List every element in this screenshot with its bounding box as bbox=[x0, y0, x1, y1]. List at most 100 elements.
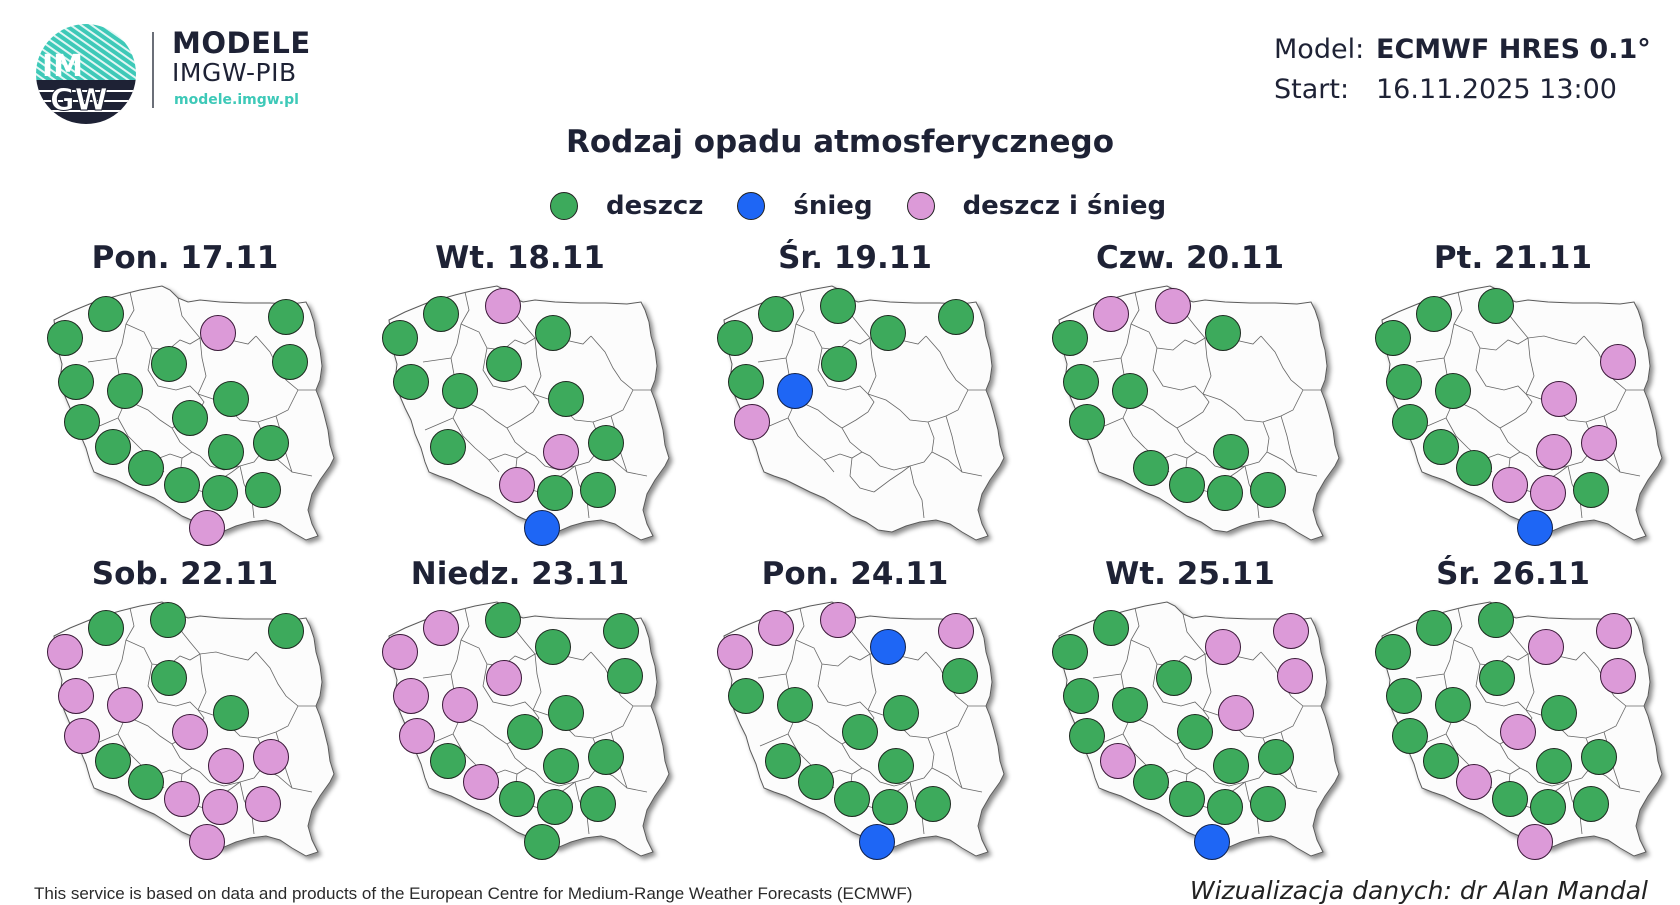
precip-snow-marker bbox=[859, 824, 895, 860]
precip-rain-marker bbox=[1250, 786, 1286, 822]
precip-rain-marker bbox=[1258, 739, 1294, 775]
precip-mix-marker bbox=[463, 764, 499, 800]
precip-rain-marker bbox=[1456, 450, 1492, 486]
precip-rain-marker bbox=[1156, 660, 1192, 696]
precip-rain-marker bbox=[535, 629, 571, 665]
precip-mix-marker bbox=[734, 404, 770, 440]
svg-text:IM: IM bbox=[42, 49, 83, 84]
precip-mix-marker bbox=[245, 786, 281, 822]
precip-rain-marker bbox=[1573, 472, 1609, 508]
brand-title: MODELE bbox=[172, 26, 311, 60]
precip-rain-marker bbox=[172, 400, 208, 436]
day-panel: Śr. 26.11 bbox=[1358, 556, 1680, 876]
precip-mix-marker bbox=[58, 678, 94, 714]
precip-rain-marker bbox=[1112, 373, 1148, 409]
precip-mix-marker bbox=[485, 288, 521, 324]
precip-rain-marker bbox=[1581, 739, 1617, 775]
precip-rain-marker bbox=[1386, 678, 1422, 714]
precip-mix-marker bbox=[189, 824, 225, 860]
poland-map bbox=[1058, 285, 1340, 541]
precip-rain-marker bbox=[1392, 718, 1428, 754]
precip-rain-marker bbox=[1386, 364, 1422, 400]
model-row: Model: ECMWF HRES 0.1° bbox=[1274, 30, 1651, 70]
precip-rain-marker bbox=[1133, 450, 1169, 486]
precip-rain-marker bbox=[382, 320, 418, 356]
precip-rain-marker bbox=[535, 315, 571, 351]
precip-mix-marker bbox=[543, 434, 579, 470]
precip-rain-marker bbox=[588, 425, 624, 461]
precip-rain-marker bbox=[603, 613, 639, 649]
precip-rain-marker bbox=[1069, 718, 1105, 754]
day-title: Wt. 18.11 bbox=[435, 240, 605, 276]
precip-rain-marker bbox=[58, 364, 94, 400]
precip-rain-marker bbox=[430, 743, 466, 779]
precip-rain-marker bbox=[870, 315, 906, 351]
precip-mix-marker bbox=[1541, 381, 1577, 417]
legend-mix-label: deszcz i śnieg bbox=[962, 191, 1167, 221]
precip-rain-marker bbox=[430, 429, 466, 465]
imgw-logo-icon: IM GW bbox=[36, 24, 136, 124]
precip-rain-marker bbox=[798, 764, 834, 800]
precip-mix-marker bbox=[1600, 658, 1636, 694]
day-panel: Czw. 20.11 bbox=[1035, 240, 1370, 560]
brand-url-link[interactable]: modele.imgw.pl bbox=[174, 92, 299, 108]
precip-mix-marker bbox=[64, 718, 100, 754]
precip-rain-marker bbox=[1478, 602, 1514, 638]
precip-rain-marker bbox=[1063, 364, 1099, 400]
precip-rain-marker bbox=[107, 373, 143, 409]
precip-rain-marker bbox=[423, 296, 459, 332]
model-value: ECMWF HRES 0.1° bbox=[1376, 34, 1651, 65]
precip-mix-marker bbox=[499, 467, 535, 503]
precip-mix-marker bbox=[1600, 344, 1636, 380]
precip-rain-marker bbox=[765, 743, 801, 779]
day-title: Śr. 26.11 bbox=[1436, 556, 1590, 592]
legend-snow-label: śnieg bbox=[793, 191, 873, 221]
precip-rain-marker bbox=[95, 429, 131, 465]
precip-rain-marker bbox=[1573, 786, 1609, 822]
precip-rain-marker bbox=[128, 764, 164, 800]
precip-rain-marker bbox=[1205, 315, 1241, 351]
precip-rain-marker bbox=[915, 786, 951, 822]
precip-mix-marker bbox=[1273, 613, 1309, 649]
precip-rain-marker bbox=[1207, 789, 1243, 825]
precip-rain-marker bbox=[1133, 764, 1169, 800]
chart-title: Rodzaj opadu atmosferycznego bbox=[566, 124, 1114, 160]
precip-mix-marker bbox=[164, 781, 200, 817]
precip-mix-marker bbox=[107, 687, 143, 723]
precip-mix-marker bbox=[442, 687, 478, 723]
precip-rain-marker bbox=[1416, 610, 1452, 646]
day-panel: Wt. 18.11 bbox=[365, 240, 700, 560]
precip-mix-marker bbox=[820, 602, 856, 638]
precip-rain-marker bbox=[1063, 678, 1099, 714]
precip-snow-marker bbox=[1194, 824, 1230, 860]
legend-mix-icon bbox=[906, 192, 935, 220]
precip-mix-marker bbox=[399, 718, 435, 754]
precip-rain-marker bbox=[202, 475, 238, 511]
precip-rain-marker bbox=[1169, 467, 1205, 503]
precip-rain-marker bbox=[164, 467, 200, 503]
precip-rain-marker bbox=[728, 364, 764, 400]
precip-rain-marker bbox=[1250, 472, 1286, 508]
day-panel: Śr. 19.11 bbox=[700, 240, 1035, 560]
brand-subtitle: IMGW-PIB bbox=[172, 58, 297, 87]
precip-rain-marker bbox=[151, 346, 187, 382]
precip-rain-marker bbox=[1416, 296, 1452, 332]
precip-snow-marker bbox=[524, 510, 560, 546]
precip-rain-marker bbox=[1541, 695, 1577, 731]
precip-mix-marker bbox=[758, 610, 794, 646]
precip-mix-marker bbox=[208, 748, 244, 784]
precip-rain-marker bbox=[524, 824, 560, 860]
day-title: Wt. 25.11 bbox=[1105, 556, 1275, 592]
precip-mix-marker bbox=[1218, 695, 1254, 731]
precip-rain-marker bbox=[834, 781, 870, 817]
day-title: Pt. 21.11 bbox=[1433, 240, 1593, 276]
poland-map bbox=[723, 285, 1005, 541]
precip-rain-marker bbox=[1375, 320, 1411, 356]
precip-rain-marker bbox=[64, 404, 100, 440]
precip-rain-marker bbox=[728, 678, 764, 714]
precip-rain-marker bbox=[1479, 660, 1515, 696]
precip-rain-marker bbox=[213, 381, 249, 417]
precip-rain-marker bbox=[821, 346, 857, 382]
precip-rain-marker bbox=[548, 381, 584, 417]
precip-rain-marker bbox=[1052, 320, 1088, 356]
